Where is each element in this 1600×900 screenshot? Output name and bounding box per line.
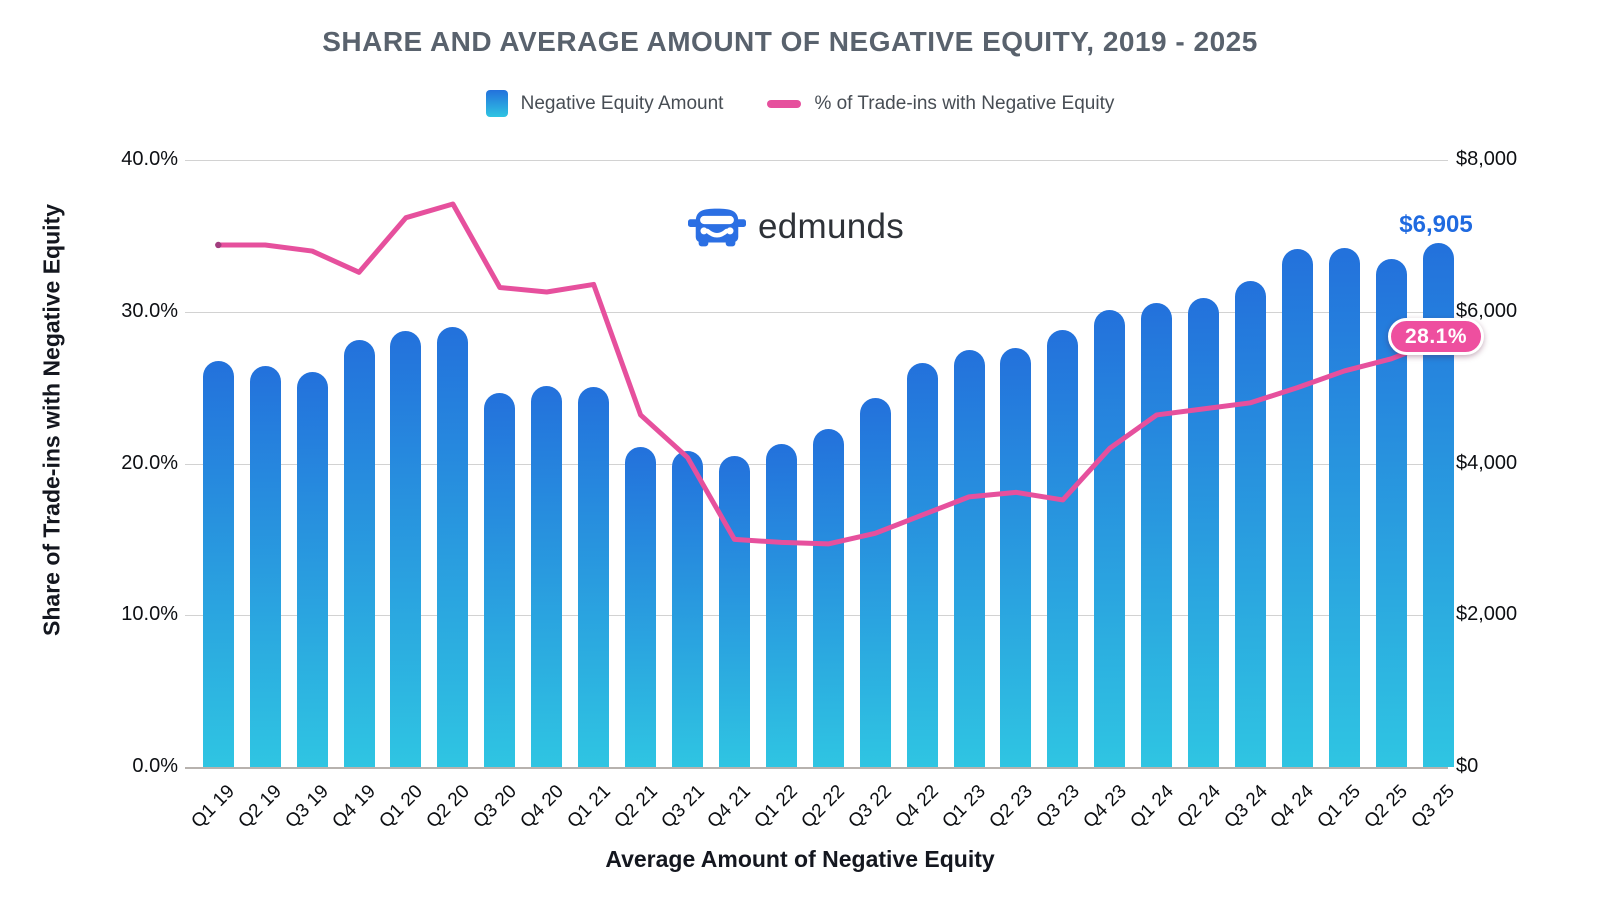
bar-q3-21 bbox=[672, 450, 703, 767]
bar-q4-23 bbox=[1094, 309, 1126, 767]
bottom-axis-title: Average Amount of Negative Equity bbox=[605, 846, 995, 872]
bar-q1-24 bbox=[1141, 303, 1173, 767]
edmunds-logo: edmunds bbox=[688, 205, 904, 249]
left-axis-tick: 30.0% bbox=[121, 299, 178, 322]
line-swatch-icon bbox=[767, 99, 802, 108]
bar-q3-20 bbox=[484, 392, 516, 767]
left-axis-tick: 20.0% bbox=[121, 451, 178, 474]
bar-q1-19 bbox=[202, 361, 234, 767]
last-bar-value-label: $6,905 bbox=[1399, 211, 1473, 238]
edmunds-car-icon bbox=[688, 208, 746, 247]
legend-item-line: % of Trade-ins with Negative Equity bbox=[767, 93, 1114, 115]
bar-q3-22 bbox=[859, 398, 891, 767]
bar-q3-19 bbox=[296, 371, 328, 767]
legend-item-bars: Negative Equity Amount bbox=[485, 90, 724, 117]
left-axis-tick: 10.0% bbox=[121, 603, 178, 626]
bar-q4-19 bbox=[343, 340, 375, 767]
left-axis-tick: 0.0% bbox=[132, 755, 178, 777]
bar-q1-20 bbox=[390, 331, 422, 767]
bar-swatch-icon bbox=[485, 90, 508, 117]
logo-wordmark: edmunds bbox=[758, 207, 905, 246]
bar-q2-22 bbox=[812, 429, 844, 767]
left-axis-tick: 40.0% bbox=[121, 148, 178, 170]
legend-label: Negative Equity Amount bbox=[520, 92, 724, 114]
bar-q2-19 bbox=[249, 365, 281, 767]
bar-q2-21 bbox=[625, 446, 657, 767]
right-axis-tick: $4,000 bbox=[1456, 451, 1518, 474]
bar-q1-21 bbox=[578, 386, 610, 767]
gridline bbox=[185, 767, 1448, 769]
bar-q2-23 bbox=[1000, 348, 1032, 767]
right-axis-tick: $6,000 bbox=[1456, 299, 1518, 322]
legend-label: % of Trade-ins with Negative Equity bbox=[814, 92, 1115, 114]
right-axis-tick: $0 bbox=[1456, 755, 1479, 777]
bar-q4-20 bbox=[531, 386, 563, 767]
bar-q4-24 bbox=[1281, 248, 1313, 767]
bar-q3-23 bbox=[1047, 329, 1079, 767]
bar-q2-20 bbox=[437, 326, 469, 767]
bar-q1-25 bbox=[1328, 248, 1360, 767]
chart-title: SHARE AND AVERAGE AMOUNT OF NEGATIVE EQU… bbox=[322, 26, 1258, 57]
left-axis-title: Share of Trade-ins with Negative Equity bbox=[38, 204, 65, 636]
bar-q4-21 bbox=[718, 455, 750, 767]
bar-q1-23 bbox=[953, 350, 985, 767]
line-start-dot bbox=[215, 241, 222, 249]
right-axis-tick: $8,000 bbox=[1456, 148, 1518, 170]
bar-q2-24 bbox=[1188, 298, 1220, 767]
bar-q3-24 bbox=[1235, 281, 1267, 767]
bar-q4-22 bbox=[906, 363, 938, 767]
right-axis-tick: $2,000 bbox=[1456, 603, 1518, 626]
gridline bbox=[185, 160, 1448, 161]
bar-q1-22 bbox=[765, 444, 797, 767]
legend: Negative Equity Amount % of Trade-ins wi… bbox=[0, 90, 1600, 117]
last-point-share-pill: 28.1% bbox=[1388, 318, 1484, 355]
